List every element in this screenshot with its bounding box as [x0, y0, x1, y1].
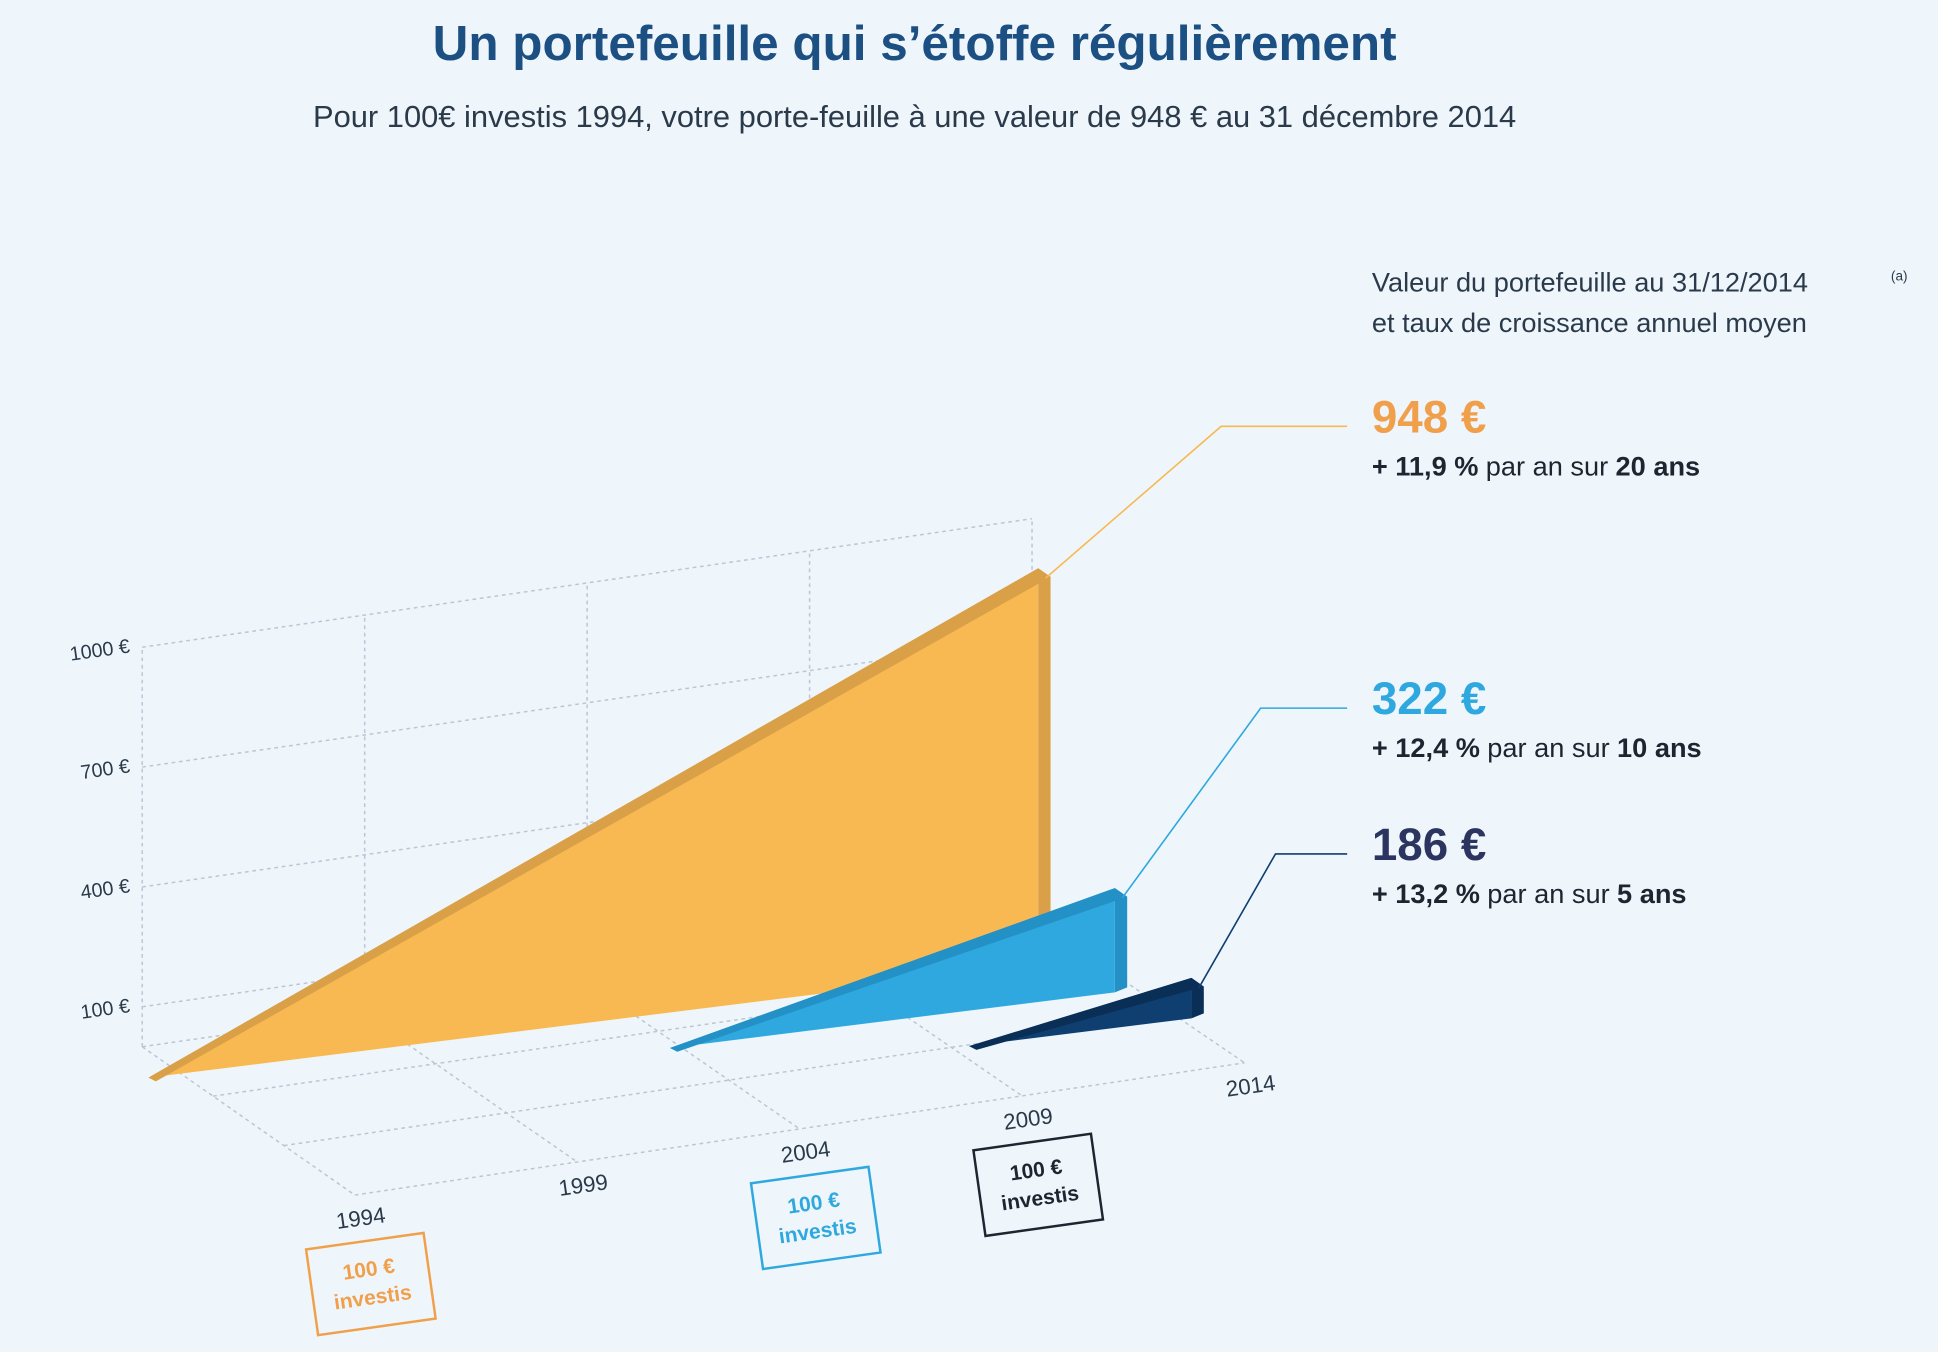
floor-line: [1031, 917, 1246, 1064]
chart-subtitle: Pour 100€ investis 1994, votre porte-feu…: [313, 99, 1516, 134]
rate-text: par an sur: [1487, 878, 1609, 909]
rate: + 13,2 %: [1372, 878, 1480, 909]
legend-title: et taux de croissance annuel moyen: [1372, 307, 1807, 338]
start-box-frame: [304, 1231, 438, 1337]
period: 10 ans: [1617, 732, 1702, 763]
wedge-side: [1038, 568, 1051, 967]
rate: + 11,9 %: [1372, 451, 1479, 482]
floor-edge: [354, 1062, 1245, 1196]
value-label: 948 €: [1372, 391, 1486, 442]
wedge-edge: [669, 888, 1128, 1052]
leader-line: [1198, 853, 1348, 989]
value-label: 322 €: [1372, 673, 1486, 724]
leader-line: [1121, 707, 1348, 899]
floor-line: [586, 981, 801, 1130]
value-label: 186 €: [1372, 819, 1486, 870]
legend-note: (a): [1891, 268, 1908, 283]
wedge-edge: [148, 568, 1051, 1082]
rate-line: + 13,2 % par an sur 5 ans: [1372, 878, 1687, 909]
legend-title: Valeur du portefeuille au 31/12/2014: [1372, 266, 1808, 297]
floor-line: [809, 949, 1023, 1097]
floor-line: [141, 1046, 356, 1196]
rate: + 12,4 %: [1372, 732, 1480, 763]
wedge-edge: [969, 977, 1204, 1050]
start-box-frame: [972, 1132, 1105, 1238]
period: 5 ans: [1617, 878, 1686, 909]
rate-text: par an sur: [1486, 451, 1608, 482]
rate-line: + 12,4 % par an sur 10 ans: [1372, 732, 1702, 763]
plot: [148, 568, 1204, 1082]
wedge-side: [1114, 888, 1128, 993]
start-box-frame: [749, 1165, 882, 1271]
grid-line: [142, 517, 1033, 648]
chart-title: Un portefeuille qui s’étoffe régulièreme…: [433, 16, 1397, 71]
leader-line: [1045, 425, 1348, 579]
rate-line: + 11,9 % par an sur 20 ans: [1372, 451, 1700, 482]
period: 20 ans: [1616, 451, 1701, 482]
rate-text: par an sur: [1487, 732, 1609, 763]
floor-line: [364, 1014, 578, 1163]
